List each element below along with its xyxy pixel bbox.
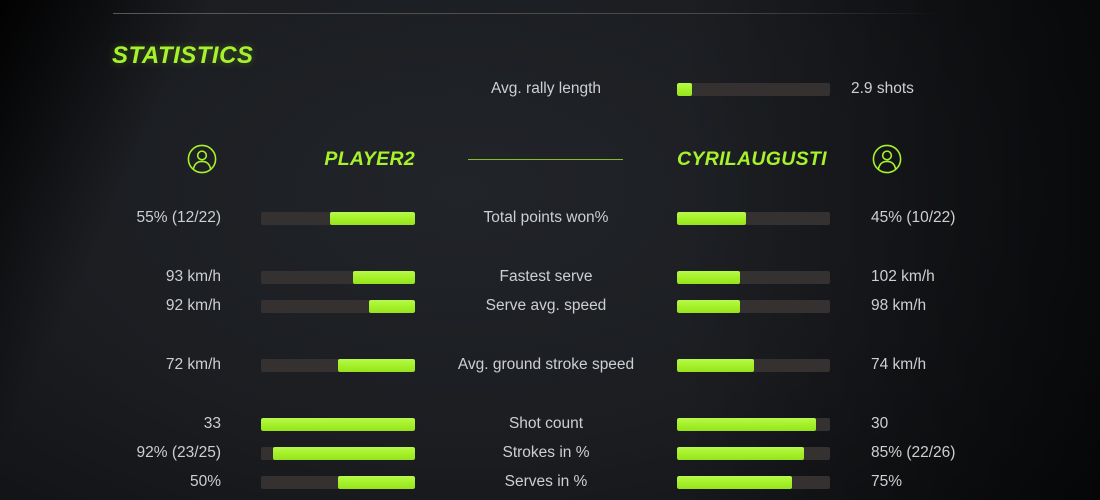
- rally-length-bar: [677, 83, 830, 96]
- rally-length-bar-fill: [677, 83, 693, 96]
- stat-row-shot-count: 33 Shot count 30: [0, 414, 1100, 434]
- players-divider-line: [468, 159, 623, 160]
- left-stat-bar-fill: [261, 418, 415, 431]
- left-player-value: 50%: [189, 473, 221, 490]
- left-stat-bar-fill: [338, 476, 415, 489]
- page-title: STATISTICS: [112, 42, 254, 69]
- top-divider-line: [113, 13, 943, 14]
- left-player-avatar-icon: [187, 144, 217, 174]
- stat-label: Total points won%: [483, 209, 609, 226]
- right-stat-bar-fill: [677, 476, 792, 489]
- left-player-value: 55% (12/22): [136, 209, 221, 226]
- left-stat-bar-fill: [330, 212, 415, 225]
- right-stat-bar: [677, 271, 830, 284]
- rally-length-label: Avg. rally length: [491, 80, 601, 97]
- right-player-value: 98 km/h: [871, 297, 927, 314]
- right-stat-bar-fill: [677, 300, 740, 313]
- left-stat-bar: [261, 476, 415, 489]
- right-stat-bar: [677, 212, 830, 225]
- stat-label: Fastest serve: [499, 268, 593, 285]
- stat-label: Strokes in %: [502, 444, 590, 461]
- stat-row-serve-avg-speed: 92 km/h Serve avg. speed 98 km/h: [0, 296, 1100, 316]
- left-player-value: 92% (23/25): [136, 444, 221, 461]
- stat-label: Avg. ground stroke speed: [457, 356, 635, 373]
- stat-label: Shot count: [508, 415, 584, 432]
- stat-row-fastest-serve: 93 km/h Fastest serve 102 km/h: [0, 267, 1100, 287]
- stat-row-serves-in: 50% Serves in % 75%: [0, 472, 1100, 492]
- stat-row-total-points: 55% (12/22) Total points won% 45% (10/22…: [0, 208, 1100, 228]
- stat-label: Serve avg. speed: [485, 297, 607, 314]
- right-player-value: 30: [871, 415, 889, 432]
- right-player-value: 45% (10/22): [871, 209, 956, 226]
- left-stat-bar: [261, 447, 415, 460]
- right-player-avatar-icon: [872, 144, 902, 174]
- right-stat-bar-fill: [677, 359, 754, 372]
- left-stat-bar: [261, 300, 415, 313]
- stat-row-strokes-in: 92% (23/25) Strokes in % 85% (22/26): [0, 443, 1100, 463]
- rally-length-row: Avg. rally length 2.9 shots: [0, 79, 1100, 99]
- left-stat-bar-fill: [368, 300, 415, 313]
- right-player-value: 75%: [871, 473, 903, 490]
- right-stat-bar-fill: [677, 418, 817, 431]
- right-stat-bar: [677, 476, 830, 489]
- right-stat-bar: [677, 359, 830, 372]
- left-stat-bar: [261, 359, 415, 372]
- left-player-value: 92 km/h: [165, 297, 221, 314]
- left-stat-bar: [261, 271, 415, 284]
- right-stat-bar: [677, 300, 830, 313]
- right-stat-bar-fill: [677, 447, 804, 460]
- rally-length-value: 2.9 shots: [851, 80, 914, 97]
- right-player-value: 74 km/h: [871, 356, 927, 373]
- left-player-value: 33: [203, 415, 221, 432]
- left-stat-bar-fill: [353, 271, 415, 284]
- right-stat-bar-fill: [677, 212, 746, 225]
- left-stat-bar-fill: [338, 359, 415, 372]
- right-player-name: CYRILAUGUSTI: [677, 148, 827, 170]
- left-player-value: 93 km/h: [165, 268, 221, 285]
- right-stat-bar: [677, 447, 830, 460]
- left-player-value: 72 km/h: [165, 356, 221, 373]
- right-player-value: 102 km/h: [871, 268, 935, 285]
- stat-row-ground-stroke-speed: 72 km/h Avg. ground stroke speed 74 km/h: [0, 355, 1100, 375]
- right-stat-bar-fill: [677, 271, 740, 284]
- players-header: PLAYER2 CYRILAUGUSTI: [0, 144, 1100, 174]
- right-stat-bar: [677, 418, 830, 431]
- left-stat-bar: [261, 212, 415, 225]
- left-player-name: PLAYER2: [324, 148, 415, 170]
- stat-label: Serves in %: [504, 473, 588, 490]
- left-stat-bar: [261, 418, 415, 431]
- right-player-value: 85% (22/26): [871, 444, 956, 461]
- left-stat-bar-fill: [273, 447, 415, 460]
